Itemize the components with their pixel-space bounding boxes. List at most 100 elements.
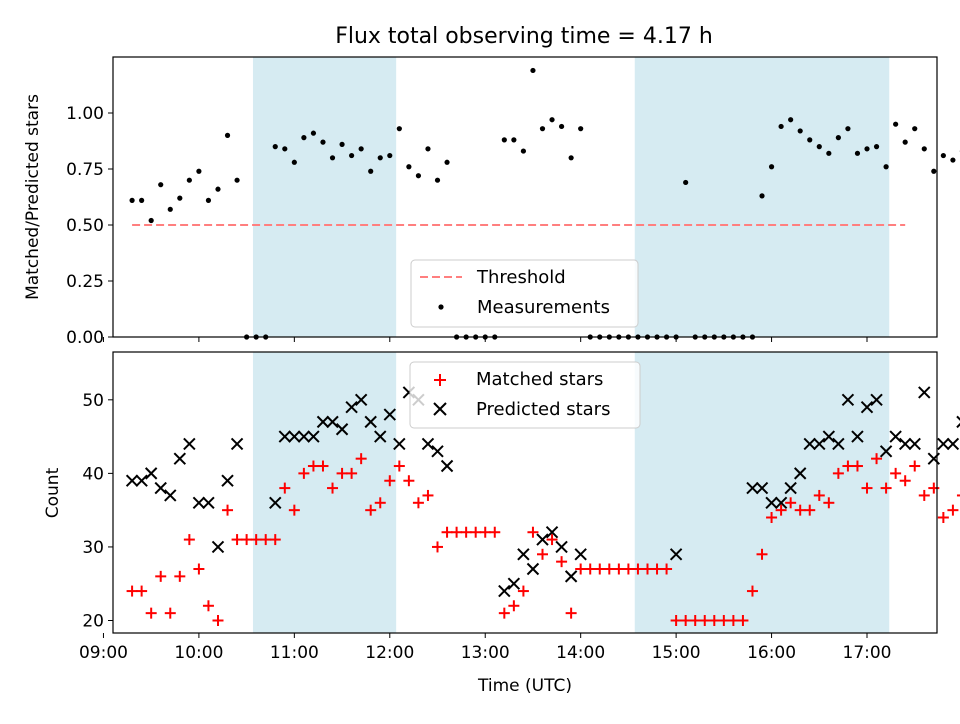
measurement-point (893, 122, 898, 127)
measurement-point (883, 164, 888, 169)
top-y-tick-label: 0.50 (66, 216, 104, 236)
shaded-period-1 (635, 352, 890, 633)
top-y-tick-label: 0.00 (66, 328, 104, 348)
measurement-point (425, 146, 430, 151)
measurement-point (406, 164, 411, 169)
legend-predicted-label: Predicted stars (476, 399, 610, 420)
predicted-star-point (193, 497, 204, 508)
measurement-point (779, 124, 784, 129)
predicted-star-point (432, 446, 443, 457)
matched-star-point (900, 475, 911, 486)
matched-star-point (442, 527, 453, 538)
matched-star-point (193, 564, 204, 575)
matched-star-point (909, 461, 920, 472)
predicted-star-point (165, 490, 176, 501)
measurement-point (339, 142, 344, 147)
legend-measurements-swatch (438, 304, 443, 309)
top-y-tick-label: 0.25 (66, 272, 104, 292)
matched-star-point (136, 586, 147, 597)
predicted-star-point (127, 475, 138, 486)
legend-matched-label: Matched stars (476, 369, 603, 390)
measurement-point (950, 157, 955, 162)
measurement-point (549, 117, 554, 122)
bottom-x-tick-label: 15:00 (652, 643, 701, 663)
matched-star-point (155, 571, 166, 582)
measurement-point (798, 128, 803, 133)
predicted-star-point (928, 453, 939, 464)
bottom-x-tick-label: 09:00 (79, 643, 128, 663)
matched-star-point (938, 512, 949, 523)
predicted-star-point (422, 438, 433, 449)
measurement-point (187, 178, 192, 183)
matched-star-point (222, 505, 233, 516)
matched-star-point (241, 534, 252, 545)
predicted-star-point (136, 475, 147, 486)
measurement-point (330, 155, 335, 160)
bottom-x-tick-label: 14:00 (556, 643, 605, 663)
bottom-x-tick-label: 11:00 (270, 643, 319, 663)
matched-star-point (184, 534, 195, 545)
measurement-point (273, 144, 278, 149)
measurement-point (788, 117, 793, 122)
predicted-star-point (518, 549, 529, 560)
measurement-point (559, 124, 564, 129)
matched-star-point (489, 527, 500, 538)
measurement-point (530, 68, 535, 73)
measurement-point (759, 193, 764, 198)
predicted-star-point (442, 461, 453, 472)
top-y-tick-label: 0.75 (66, 160, 104, 180)
bottom-y-tick-label: 30 (82, 538, 104, 558)
measurement-point (807, 137, 812, 142)
measurement-point (511, 137, 516, 142)
measurement-point (158, 182, 163, 187)
matched-star-point (947, 505, 958, 516)
predicted-star-point (146, 468, 157, 479)
matched-star-point (623, 564, 634, 575)
predicted-star-point (900, 438, 911, 449)
predicted-star-point (174, 453, 185, 464)
matched-star-point (566, 608, 577, 619)
measurement-point (922, 146, 927, 151)
matched-star-point (432, 541, 443, 552)
bottom-x-tick-label: 12:00 (365, 643, 414, 663)
measurement-point (206, 198, 211, 203)
matched-star-point (480, 527, 491, 538)
bottom-x-tick-label: 17:00 (843, 643, 892, 663)
shaded-period-0 (253, 352, 396, 633)
measurement-point (836, 135, 841, 140)
top-y-axis-label-group: Matched/Predicted stars (23, 94, 43, 300)
measurement-point (225, 133, 230, 138)
matched-star-point (461, 527, 472, 538)
predicted-star-point (575, 549, 586, 560)
matched-star-point (174, 571, 185, 582)
matched-star-point (556, 556, 567, 567)
measurement-point (912, 126, 917, 131)
predicted-star-point (566, 571, 577, 582)
measurement-point (416, 173, 421, 178)
matched-star-point (919, 490, 930, 501)
matched-star-point (508, 600, 519, 611)
matched-star-point (403, 475, 414, 486)
measurement-point (196, 169, 201, 174)
bottom-y-tick-label: 50 (82, 391, 104, 411)
measurement-point (139, 198, 144, 203)
measurement-point (569, 155, 574, 160)
measurement-point (855, 151, 860, 156)
measurement-point (864, 146, 869, 151)
predicted-star-point (232, 438, 243, 449)
measurement-point (845, 126, 850, 131)
predicted-star-point (508, 578, 519, 589)
top-legend: Threshold Measurements (411, 260, 638, 327)
measurement-point (397, 126, 402, 131)
matched-star-point (146, 608, 157, 619)
matched-star-point (518, 586, 529, 597)
chart-title: Flux total observing time = 4.17 h (335, 24, 713, 49)
matched-star-point (422, 490, 433, 501)
predicted-star-point (890, 431, 901, 442)
measurement-point (301, 135, 306, 140)
measurement-point (874, 144, 879, 149)
matched-star-point (604, 564, 615, 575)
